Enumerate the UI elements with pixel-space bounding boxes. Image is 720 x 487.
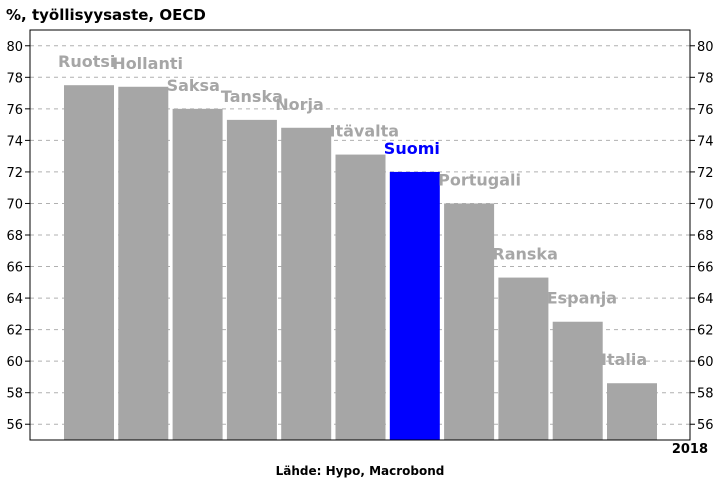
bar-label-ruotsi: Ruotsi	[58, 52, 115, 71]
y-tick-label-right: 66	[697, 261, 714, 276]
y-tick-label-right: 56	[697, 418, 714, 433]
y-tick-label-left: 78	[6, 71, 23, 86]
y-tick-label-left: 80	[6, 40, 23, 55]
x-axis-label: 2018	[671, 442, 708, 457]
y-tick-label-right: 70	[697, 197, 714, 212]
y-tick-label-right: 74	[697, 134, 714, 149]
bar-hollanti	[118, 86, 169, 441]
bar-label-suomi: Suomi	[384, 139, 440, 158]
y-tick-label-left: 64	[6, 292, 23, 307]
y-tick-label-left: 56	[6, 418, 23, 433]
y-tick-label-left: 58	[6, 387, 23, 402]
y-tick-label-right: 68	[697, 229, 714, 244]
y-tick-label-left: 68	[6, 229, 23, 244]
bar-label-saksa: Saksa	[167, 76, 220, 95]
y-tick-label-left: 74	[6, 134, 23, 149]
bar-saksa	[172, 108, 223, 440]
bar-label-portugali: Portugali	[438, 170, 521, 189]
bar-ranska	[498, 277, 549, 440]
y-tick-label-left: 66	[6, 261, 23, 276]
bar-espanja	[552, 321, 603, 440]
y-tick-label-right: 58	[697, 387, 714, 402]
bar-label-norja: Norja	[275, 95, 324, 114]
bar-label-italia: Italia	[601, 350, 647, 369]
y-tick-label-left: 70	[6, 197, 23, 212]
y-tick-label-left: 76	[6, 103, 23, 118]
bar-label-tanska: Tanska	[221, 87, 283, 106]
y-tick-label-right: 80	[697, 40, 714, 55]
plot-frame	[29, 29, 691, 441]
y-tick-label-left: 60	[6, 355, 23, 370]
bar-label-ranska: Ranska	[492, 245, 557, 264]
bar-tanska	[226, 119, 277, 440]
bar-norja	[281, 127, 332, 441]
y-tick-label-right: 62	[697, 324, 714, 339]
bar-itävalta	[335, 154, 386, 441]
y-tick-label-right: 60	[697, 355, 714, 370]
y-tick-label-left: 62	[6, 324, 23, 339]
bar-ruotsi	[64, 85, 114, 440]
chart-title: %, työllisyysaste, OECD	[6, 6, 206, 24]
bar-portugali	[444, 203, 495, 440]
bar-label-espanja: Espanja	[547, 289, 617, 308]
source-note: Lähde: Hypo, Macrobond	[275, 464, 445, 478]
bar-italia	[607, 383, 657, 440]
bar-suomi	[389, 171, 440, 440]
bar-label-hollanti: Hollanti	[112, 54, 183, 73]
bar-label-itävalta: Itävalta	[330, 122, 400, 141]
y-tick-label-right: 72	[697, 166, 714, 181]
y-tick-label-right: 76	[697, 103, 714, 118]
y-tick-label-left: 72	[6, 166, 23, 181]
y-tick-label-right: 78	[697, 71, 714, 86]
y-tick-label-right: 64	[697, 292, 714, 307]
